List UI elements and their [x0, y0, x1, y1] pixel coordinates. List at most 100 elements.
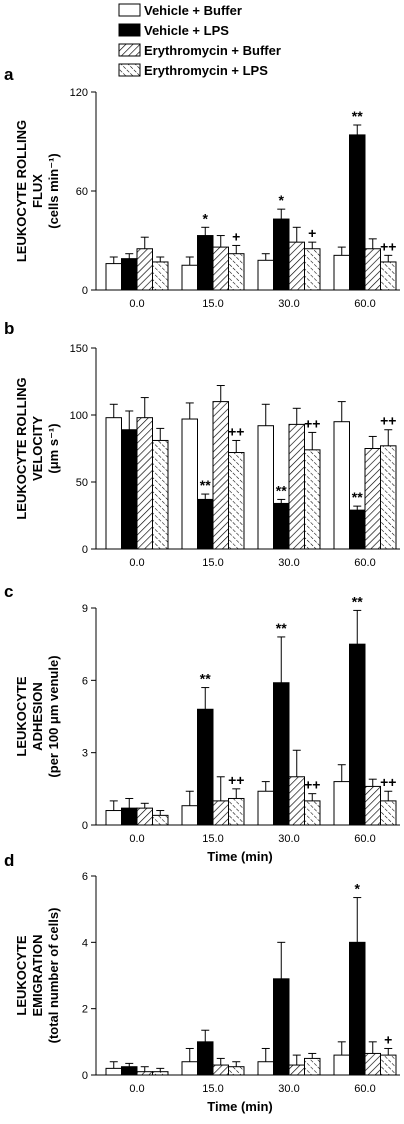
- bar-erythromycin-lps-30.0: [304, 449, 321, 550]
- x-tick-label: 60.0: [354, 1083, 375, 1095]
- y-tick-label: 60: [76, 186, 88, 198]
- y-tick-label: 4: [82, 937, 88, 949]
- significance-marker: *: [203, 210, 209, 226]
- bar-vehicle-buffer-0.0: [105, 1067, 122, 1076]
- significance-marker: *: [279, 192, 285, 208]
- legend-label-erythromycin-lps: Erythromycin + LPS: [144, 63, 268, 78]
- bar-erythromycin-lps-0.0: [152, 814, 169, 826]
- bar-erythromycin-lps-0.0: [152, 439, 169, 550]
- bar-erythromycin-buffer-60.0: [364, 1052, 381, 1076]
- y-axis-label-line: LEUKOCYTE ROLLING: [14, 120, 29, 262]
- x-tick-label: 30.0: [278, 1083, 299, 1095]
- bar-erythromycin-buffer-0.0: [136, 807, 153, 826]
- significance-marker: **: [352, 593, 363, 609]
- bar-erythromycin-buffer-15.0: [212, 1064, 229, 1076]
- bar-erythromycin-lps-30.0: [304, 248, 321, 291]
- y-tick-label: 0: [82, 1070, 88, 1082]
- y-tick-label: 9: [82, 603, 88, 615]
- y-axis-label-line: (total number of cells): [46, 908, 61, 1044]
- significance-marker: **: [276, 482, 287, 498]
- bar-vehicle-lps-30.0: [273, 682, 290, 826]
- bar-erythromycin-lps-0.0: [152, 261, 169, 291]
- legend-label-vehicle-lps: Vehicle + LPS: [144, 23, 229, 38]
- bar-vehicle-buffer-30.0: [257, 1061, 274, 1076]
- bar-vehicle-buffer-15.0: [181, 418, 198, 550]
- significance-marker: **: [200, 477, 211, 493]
- bar-vehicle-buffer-60.0: [333, 1054, 350, 1076]
- significance-marker: ++: [380, 413, 396, 429]
- bar-vehicle-lps-0.0: [121, 429, 138, 550]
- bar-vehicle-lps-15.0: [197, 1041, 214, 1076]
- significance-marker: ++: [304, 777, 320, 793]
- y-axis-label-line: (μm s⁻¹): [46, 423, 61, 473]
- y-tick-label: 50: [76, 477, 88, 489]
- y-tick-label: 6: [82, 675, 88, 687]
- y-axis-label-line: LEUKOCYTE: [14, 676, 29, 757]
- significance-marker: ++: [380, 774, 396, 790]
- x-tick-label: 60.0: [354, 557, 375, 569]
- x-tick-label: 30.0: [278, 557, 299, 569]
- legend-swatch-erythromycin-lps: [118, 63, 141, 77]
- legend-label-erythromycin-buffer: Erythromycin + Buffer: [144, 43, 281, 58]
- y-axis-label-line: EMIGRATION: [30, 934, 45, 1016]
- bar-vehicle-lps-60.0: [349, 941, 366, 1076]
- y-axis-label-line: ADHESION: [30, 682, 45, 751]
- y-tick-label: 0: [82, 820, 88, 832]
- x-axis-label: Time (min): [207, 849, 273, 864]
- significance-marker: ++: [228, 772, 244, 788]
- x-tick-label: 30.0: [278, 833, 299, 845]
- bar-erythromycin-lps-60.0: [380, 800, 397, 826]
- panel-letter-c: c: [4, 582, 13, 601]
- bar-vehicle-buffer-0.0: [105, 417, 122, 550]
- significance-marker: +: [384, 1031, 392, 1047]
- panel-letter-d: d: [4, 851, 14, 870]
- bar-erythromycin-lps-60.0: [380, 261, 397, 291]
- y-tick-label: 150: [70, 343, 88, 355]
- significance-marker: ++: [380, 238, 396, 254]
- x-axis-label: Time (min): [207, 1099, 273, 1114]
- y-axis-label-line: LEUKOCYTE ROLLING: [14, 377, 29, 519]
- bar-erythromycin-buffer-0.0: [136, 417, 153, 550]
- bar-erythromycin-lps-15.0: [228, 1066, 245, 1076]
- significance-marker: ++: [228, 423, 244, 439]
- bar-vehicle-lps-30.0: [273, 218, 290, 291]
- panel-a: a 0 60 120 LEUKOCYTE ROLLING FLUX (cells min⁻¹…: [4, 65, 400, 310]
- y-tick-label: 2: [82, 1004, 88, 1016]
- bar-erythromycin-lps-60.0: [380, 1054, 397, 1076]
- x-tick-label: 0.0: [129, 298, 144, 310]
- y-tick-label: 120: [70, 87, 88, 99]
- bar-erythromycin-buffer-15.0: [212, 800, 229, 826]
- legend-swatch-erythromycin-buffer: [118, 43, 141, 57]
- bar-erythromycin-buffer-30.0: [288, 423, 305, 550]
- bar-erythromycin-buffer-30.0: [288, 241, 305, 291]
- bar-erythromycin-buffer-60.0: [364, 785, 381, 826]
- bar-vehicle-lps-15.0: [197, 235, 214, 291]
- significance-marker: ++: [304, 415, 320, 431]
- panel-b: b 0 50 100 150 LEUKOCYTE ROLLING VELOCITY (μm s…: [4, 319, 400, 569]
- bar-vehicle-buffer-60.0: [333, 421, 350, 550]
- x-tick-label: 0.0: [129, 1083, 144, 1095]
- bar-erythromycin-lps-30.0: [304, 1057, 321, 1076]
- y-tick-label: 0: [82, 285, 88, 297]
- x-tick-label: 15.0: [202, 298, 223, 310]
- bar-erythromycin-buffer-0.0: [136, 1071, 153, 1076]
- panel-d: d 0 2 4 6 LEUKOCYTE EMIGRATION (total number of…: [4, 851, 400, 1114]
- legend-swatch-vehicle-buffer: [118, 3, 141, 17]
- bar-vehicle-lps-0.0: [121, 807, 138, 826]
- bar-erythromycin-lps-15.0: [228, 797, 245, 826]
- bar-erythromycin-lps-15.0: [228, 452, 245, 550]
- bar-vehicle-buffer-60.0: [333, 254, 350, 291]
- y-axis-label-line: (per 100 μm venule): [46, 655, 61, 777]
- significance-marker: +: [232, 228, 240, 244]
- bar-vehicle-lps-60.0: [349, 509, 366, 550]
- bar-erythromycin-buffer-30.0: [288, 776, 305, 826]
- significance-marker: **: [352, 108, 363, 124]
- panel-letter-b: b: [4, 319, 14, 338]
- bar-vehicle-lps-15.0: [197, 708, 214, 826]
- bar-vehicle-buffer-60.0: [333, 781, 350, 826]
- bar-vehicle-buffer-15.0: [181, 264, 198, 291]
- significance-marker: *: [355, 881, 361, 897]
- y-tick-label: 6: [82, 871, 88, 883]
